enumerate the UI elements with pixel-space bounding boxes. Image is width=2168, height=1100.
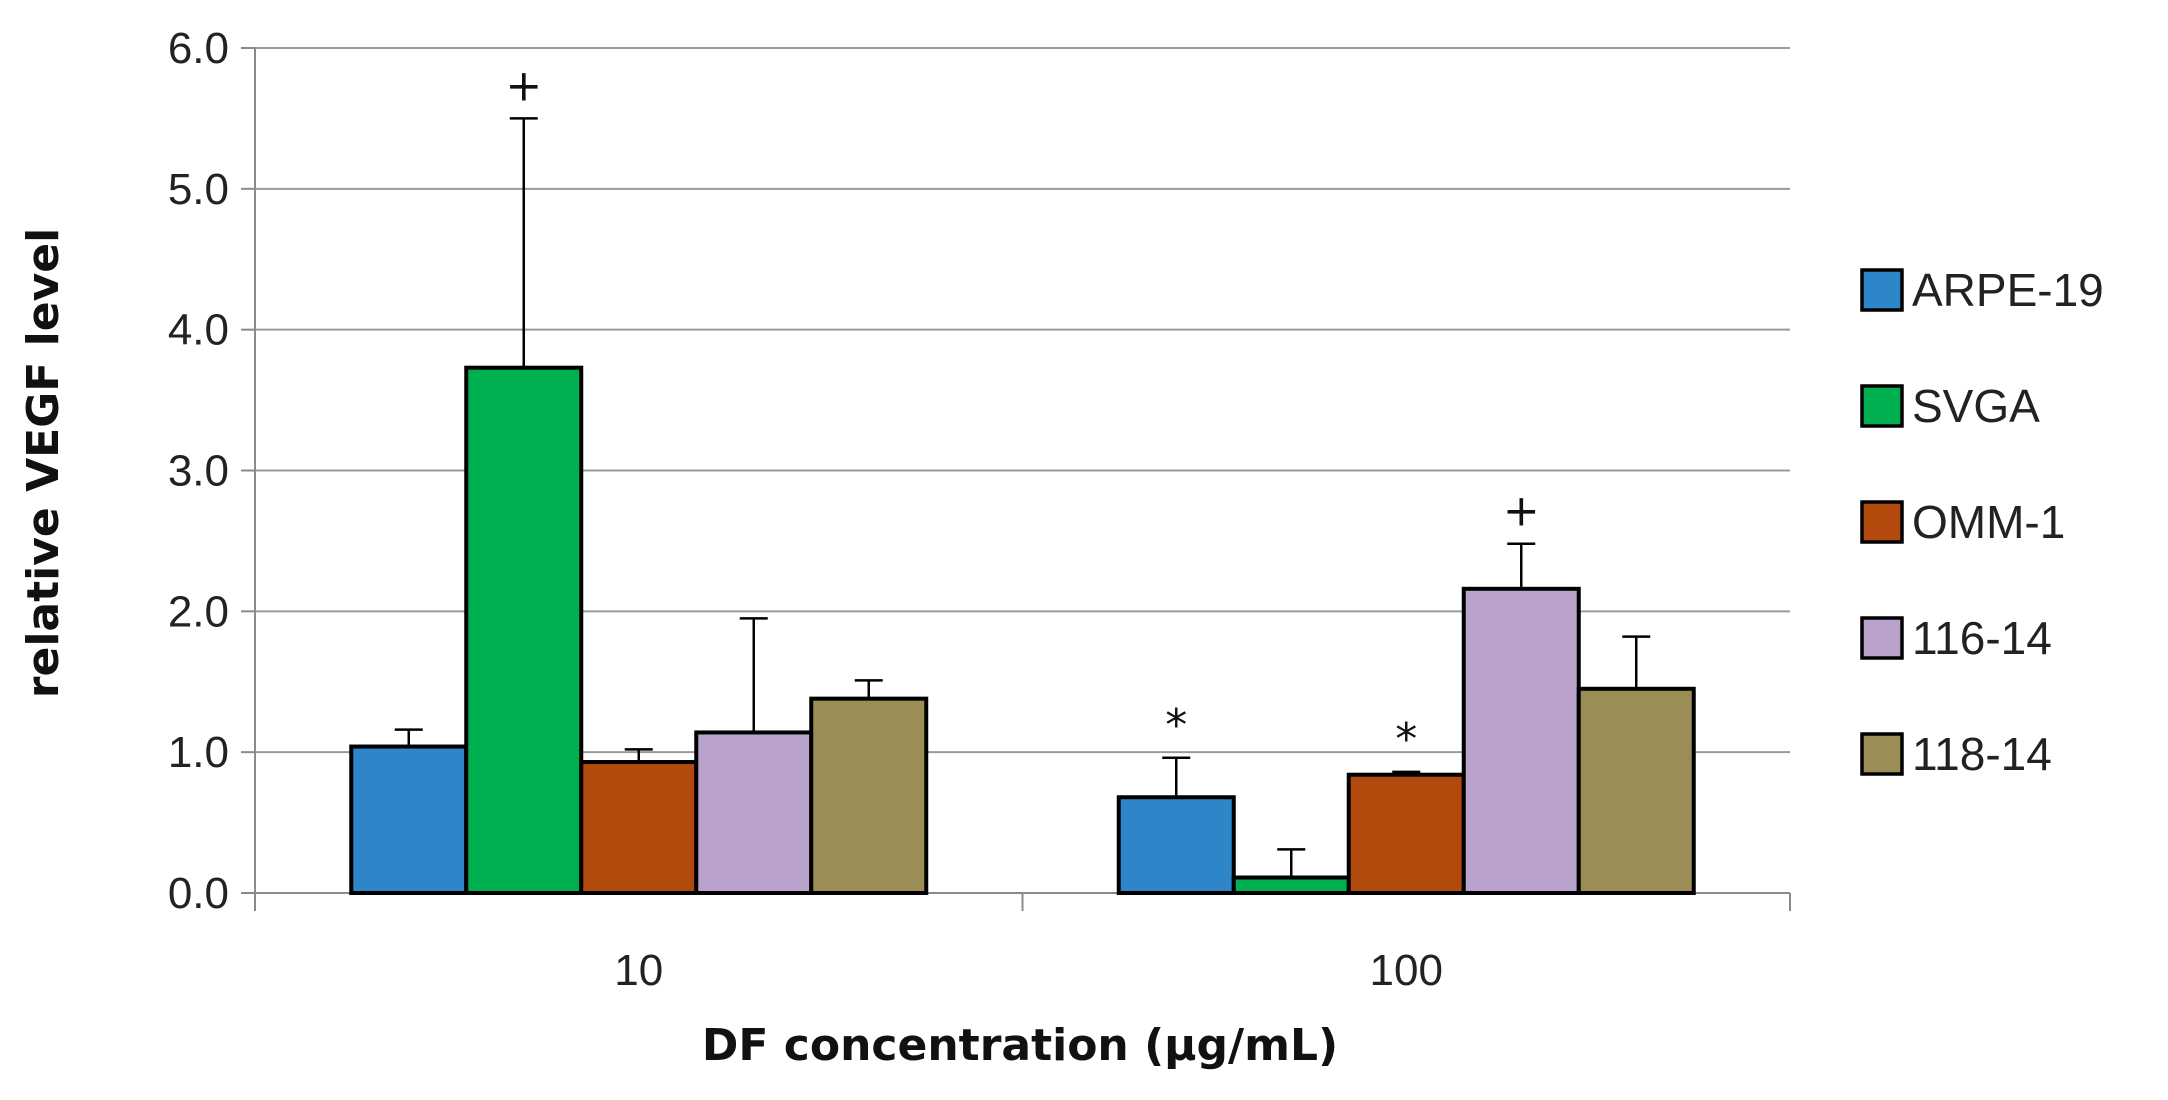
legend: ARPE-19 SVGA OMM-1 116-14 118-14 bbox=[1860, 264, 2104, 780]
significance-marker: * bbox=[1395, 714, 1417, 765]
bar bbox=[464, 365, 584, 896]
bar bbox=[694, 730, 814, 896]
x-axis-title: DF concentration (µg/mL) bbox=[702, 1020, 1338, 1071]
y-tick-label: 4.0 bbox=[168, 306, 229, 355]
bar bbox=[1231, 875, 1351, 896]
significance-marker: + bbox=[505, 60, 542, 111]
legend-label: 118-14 bbox=[1912, 728, 2052, 780]
significance-marker: + bbox=[1503, 486, 1540, 537]
y-tick-label: 5.0 bbox=[168, 165, 229, 214]
legend-label: ARPE-19 bbox=[1912, 264, 2104, 316]
bar bbox=[1346, 772, 1466, 896]
bar bbox=[579, 760, 699, 896]
y-tick-label: 1.0 bbox=[168, 728, 229, 777]
legend-swatch bbox=[1860, 616, 1904, 660]
legend-swatch bbox=[1860, 732, 1904, 776]
y-tick-label: 3.0 bbox=[168, 447, 229, 496]
bar bbox=[1576, 686, 1696, 896]
bar bbox=[1461, 586, 1581, 895]
legend-label: SVGA bbox=[1912, 380, 2040, 432]
legend-label: OMM-1 bbox=[1912, 496, 2065, 548]
y-tick-label: 0.0 bbox=[168, 869, 229, 918]
y-tick-label: 6.0 bbox=[168, 24, 229, 73]
bar bbox=[1116, 795, 1236, 896]
significance-annotations: + * * + bbox=[505, 60, 1539, 764]
significance-marker: * bbox=[1165, 700, 1187, 751]
legend-label: 116-14 bbox=[1912, 612, 2052, 664]
y-tick-label: 2.0 bbox=[168, 587, 229, 636]
bar bbox=[809, 696, 929, 896]
bar bbox=[349, 744, 469, 895]
legend-swatch bbox=[1860, 268, 1904, 312]
legend-swatch bbox=[1860, 500, 1904, 544]
x-tick-label: 100 bbox=[1370, 946, 1443, 995]
y-axis-title: relative VEGF level bbox=[18, 228, 69, 698]
tick-labels: 0.0 1.0 2.0 3.0 4.0 5.0 6.0 10 100 bbox=[168, 24, 1443, 995]
bars bbox=[349, 365, 1696, 896]
x-tick-label: 10 bbox=[614, 946, 663, 995]
legend-swatch bbox=[1860, 384, 1904, 428]
error-bars bbox=[394, 117, 1651, 878]
